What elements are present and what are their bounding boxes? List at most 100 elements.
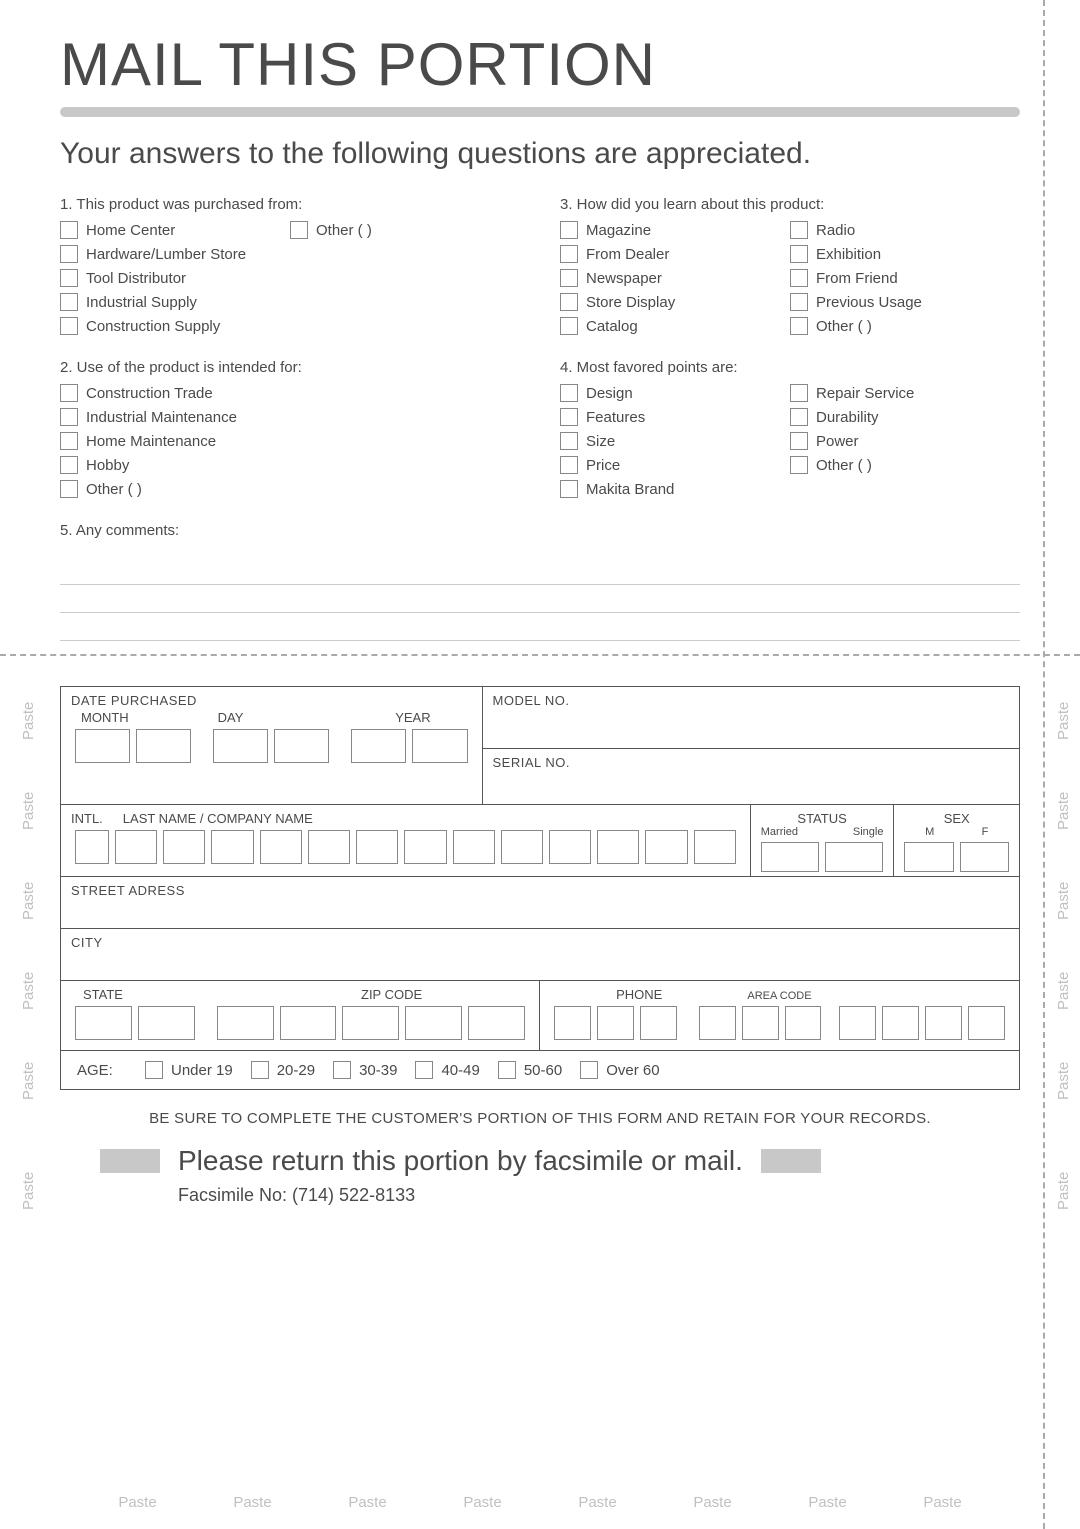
month-box-1[interactable] — [75, 729, 130, 763]
intl-box[interactable] — [75, 830, 109, 864]
q1-opt-industrial-checkbox[interactable] — [60, 293, 78, 311]
q4-opt-size-checkbox[interactable] — [560, 432, 578, 450]
phone-box[interactable] — [839, 1006, 876, 1040]
question-5: 5. Any comments: — [60, 522, 520, 539]
serial-no-field[interactable] — [493, 770, 1009, 798]
comment-lines[interactable] — [60, 557, 1020, 641]
paste-label: Paste — [1055, 972, 1072, 1010]
age-under19-checkbox[interactable] — [145, 1061, 163, 1079]
q2-opt-construction-checkbox[interactable] — [60, 384, 78, 402]
q3-opt-label: Catalog — [586, 318, 638, 335]
q3-opt-other-checkbox[interactable] — [790, 317, 808, 335]
phone-box[interactable] — [554, 1006, 591, 1040]
q3-opt-exhibition-checkbox[interactable] — [790, 245, 808, 263]
q1-opt-construction-checkbox[interactable] — [60, 317, 78, 335]
name-box[interactable] — [308, 830, 350, 864]
sex-f-box[interactable] — [960, 842, 1009, 872]
zip-box[interactable] — [342, 1006, 399, 1040]
age-30-39-checkbox[interactable] — [333, 1061, 351, 1079]
phone-box[interactable] — [925, 1006, 962, 1040]
state-box[interactable] — [75, 1006, 132, 1040]
name-box[interactable] — [260, 830, 302, 864]
q4-opt-price-checkbox[interactable] — [560, 456, 578, 474]
model-no-label: MODEL NO. — [493, 693, 1009, 708]
questions-area: 1. This product was purchased from: Home… — [60, 196, 1020, 547]
q3-opt-dealer-checkbox[interactable] — [560, 245, 578, 263]
q2-opt-hobby-checkbox[interactable] — [60, 456, 78, 474]
q1-opt-home-center-checkbox[interactable] — [60, 221, 78, 239]
city-field[interactable] — [71, 950, 1009, 976]
name-box[interactable] — [211, 830, 253, 864]
day-box-2[interactable] — [274, 729, 329, 763]
q3-opt-magazine-checkbox[interactable] — [560, 221, 578, 239]
area-code-box[interactable] — [699, 1006, 736, 1040]
phone-box[interactable] — [968, 1006, 1005, 1040]
name-box[interactable] — [549, 830, 591, 864]
year-box-1[interactable] — [351, 729, 406, 763]
paste-label: Paste — [923, 1494, 961, 1511]
q3-opt-radio-checkbox[interactable] — [790, 221, 808, 239]
sex-m-box[interactable] — [904, 842, 953, 872]
name-box[interactable] — [404, 830, 446, 864]
age-over60-checkbox[interactable] — [580, 1061, 598, 1079]
q2-opt-industrial-checkbox[interactable] — [60, 408, 78, 426]
single-label: Single — [853, 826, 884, 838]
name-box[interactable] — [115, 830, 157, 864]
q4-opt-durability-checkbox[interactable] — [790, 408, 808, 426]
age-50-60-checkbox[interactable] — [498, 1061, 516, 1079]
single-box[interactable] — [825, 842, 883, 872]
return-text: Please return this portion by facsimile … — [178, 1145, 743, 1177]
area-code-box[interactable] — [742, 1006, 779, 1040]
q4-opt-repair-checkbox[interactable] — [790, 384, 808, 402]
age-20-29-checkbox[interactable] — [251, 1061, 269, 1079]
name-box[interactable] — [453, 830, 495, 864]
zip-box[interactable] — [405, 1006, 462, 1040]
married-box[interactable] — [761, 842, 819, 872]
q3-opt-friend-checkbox[interactable] — [790, 269, 808, 287]
q3-opt-newspaper-checkbox[interactable] — [560, 269, 578, 287]
paste-label: Paste — [1055, 882, 1072, 920]
zip-box[interactable] — [468, 1006, 525, 1040]
q2-opt-home-checkbox[interactable] — [60, 432, 78, 450]
q1-opt-tool-dist-checkbox[interactable] — [60, 269, 78, 287]
area-code-box[interactable] — [785, 1006, 822, 1040]
name-box[interactable] — [597, 830, 639, 864]
q2-opt-label: Hobby — [86, 457, 129, 474]
q4-opt-label: Repair Service — [816, 385, 914, 402]
q4-opt-design-checkbox[interactable] — [560, 384, 578, 402]
name-box[interactable] — [163, 830, 205, 864]
q4-opt-power-checkbox[interactable] — [790, 432, 808, 450]
q4-opt-makita-checkbox[interactable] — [560, 480, 578, 498]
model-no-field[interactable] — [493, 708, 1009, 742]
zip-box[interactable] — [280, 1006, 337, 1040]
month-label: MONTH — [81, 710, 218, 725]
q2-opt-other-checkbox[interactable] — [60, 480, 78, 498]
state-box[interactable] — [138, 1006, 195, 1040]
street-field[interactable] — [71, 898, 1009, 924]
name-box[interactable] — [356, 830, 398, 864]
q3-opt-label: Newspaper — [586, 270, 662, 287]
q1-opt-hardware-checkbox[interactable] — [60, 245, 78, 263]
paste-label: Paste — [233, 1494, 271, 1511]
phone-box[interactable] — [882, 1006, 919, 1040]
q3-opt-catalog-checkbox[interactable] — [560, 317, 578, 335]
question-1: 1. This product was purchased from: Home… — [60, 196, 520, 341]
name-box[interactable] — [694, 830, 736, 864]
q1-opt-other-checkbox[interactable] — [290, 221, 308, 239]
q4-opt-other-checkbox[interactable] — [790, 456, 808, 474]
zip-box[interactable] — [217, 1006, 274, 1040]
phone-box[interactable] — [640, 1006, 677, 1040]
question-4-title: 4. Most favored points are: — [560, 359, 1020, 376]
name-box[interactable] — [501, 830, 543, 864]
name-box[interactable] — [645, 830, 687, 864]
age-label: AGE: — [77, 1062, 127, 1079]
year-box-2[interactable] — [412, 729, 467, 763]
title-underline — [60, 107, 1020, 117]
phone-box[interactable] — [597, 1006, 634, 1040]
age-40-49-checkbox[interactable] — [415, 1061, 433, 1079]
q4-opt-features-checkbox[interactable] — [560, 408, 578, 426]
q3-opt-store-display-checkbox[interactable] — [560, 293, 578, 311]
q3-opt-previous-checkbox[interactable] — [790, 293, 808, 311]
month-box-2[interactable] — [136, 729, 191, 763]
day-box-1[interactable] — [213, 729, 268, 763]
